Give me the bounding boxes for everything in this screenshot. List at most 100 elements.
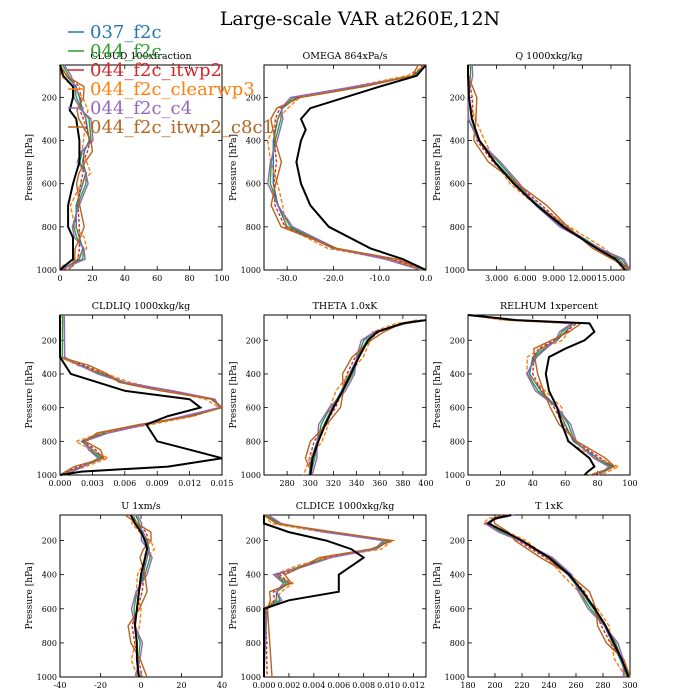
observation-line: [295, 64, 427, 271]
y-tick-label: 600: [450, 605, 465, 614]
x-tick-label: -10.0: [369, 274, 390, 283]
panel-title: THETA 1.0xK: [313, 301, 379, 312]
panel-frame: [263, 314, 427, 476]
series-line-044_f2c_c4: [63, 314, 221, 476]
x-tick-label: 180: [460, 681, 475, 690]
y-tick-label: 200: [450, 537, 465, 546]
panel-2: Q 1000xkg/kg Pressure [hPa] 200 400 600 800 10…: [433, 51, 631, 283]
y-tick-label: 400: [246, 137, 261, 146]
y-tick-label: 400: [246, 571, 261, 580]
x-tick-label: -20.0: [323, 274, 344, 283]
panel-title: CLDICE 1000xkg/kg: [296, 501, 395, 512]
panel-title: CLDLIQ 1000xkg/kg: [92, 301, 190, 312]
panel-3: CLDLIQ 1000xkg/kg Pressure [hPa] 200 400 600…: [25, 301, 233, 488]
panel-title: OMEGA 864xPa/s: [302, 51, 387, 62]
y-tick-label: 600: [450, 180, 465, 189]
panel-frame: [467, 514, 631, 678]
y-axis-label: Pressure [hPa]: [229, 134, 239, 201]
series-line-037_f2c: [467, 65, 629, 271]
x-tick-label: 100: [214, 274, 229, 283]
x-tick-label: 360: [372, 479, 387, 488]
panel-1: OMEGA 864xPa/s Pressure [hPa] 200 400 600 800…: [229, 51, 432, 283]
x-tick-label: 280: [595, 681, 610, 690]
y-tick-label: 200: [42, 537, 57, 546]
panel-0: CLOUD 100xfraction Pressure [hPa] 200 400 60…: [25, 51, 230, 283]
series-line-044_f2c_itwp2: [467, 314, 616, 476]
y-axis-label: Pressure [hPa]: [25, 134, 35, 201]
series-line-044_f2c_itwp2: [489, 514, 631, 678]
y-tick-label: 600: [42, 180, 57, 189]
y-tick-label: 400: [42, 137, 57, 146]
x-tick-label: 380: [395, 479, 410, 488]
x-tick-label: 400: [418, 479, 433, 488]
x-tick-label: 0.012: [178, 479, 201, 488]
series-line-044_f2c_itwp2_c8c1: [304, 319, 418, 476]
x-tick-label: 80: [185, 274, 195, 283]
y-tick-label: 1000: [241, 471, 261, 480]
x-tick-label: 0.003: [81, 479, 104, 488]
x-tick-label: -40: [54, 681, 67, 690]
y-tick-label: 200: [450, 336, 465, 345]
y-tick-label: 1000: [445, 471, 465, 480]
y-tick-label: 400: [42, 571, 57, 580]
x-tick-label: 0.009: [146, 479, 169, 488]
y-axis-label: Pressure [hPa]: [25, 361, 35, 428]
y-tick-label: 600: [246, 605, 261, 614]
panel-frame: [59, 314, 223, 476]
y-tick-label: 1000: [37, 673, 57, 682]
y-tick-label: 200: [42, 93, 57, 102]
y-tick-label: 200: [246, 537, 261, 546]
panel-4: THETA 1.0xK Pressure [hPa] 200 400 600 800 100…: [229, 301, 434, 488]
series-line-044_f2c_itwp2_c8c1: [270, 64, 427, 271]
x-tick-label: -30.0: [277, 274, 298, 283]
series-line-044_f2c_clearwp3: [130, 514, 156, 678]
y-tick-label: 600: [246, 404, 261, 413]
x-tick-label: 0.000: [253, 681, 276, 690]
x-tick-label: 220: [514, 681, 529, 690]
y-tick-label: 400: [246, 370, 261, 379]
x-tick-label: 12.000: [568, 274, 596, 283]
observation-line: [467, 314, 596, 476]
x-tick-label: 0.010: [377, 681, 400, 690]
x-tick-label: 280: [280, 479, 295, 488]
x-tick-label: 40: [120, 274, 130, 283]
series-line-037_f2c: [467, 314, 616, 476]
panel-title: Q 1000xkg/kg: [515, 51, 582, 62]
x-tick-label: 3.000: [485, 274, 508, 283]
y-tick-label: 800: [246, 639, 261, 648]
x-tick-label: 20: [87, 274, 97, 283]
x-tick-label: 6.000: [514, 274, 537, 283]
series-line-044_f2c_clearwp3: [59, 64, 92, 271]
y-axis-label: Pressure [hPa]: [433, 361, 443, 428]
series-line-044_f2c_clearwp3: [266, 64, 427, 271]
x-tick-label: 15.000: [597, 274, 625, 283]
y-tick-label: 600: [450, 404, 465, 413]
observation-line: [59, 315, 223, 476]
y-tick-label: 1000: [241, 673, 261, 682]
x-tick-label: 300: [303, 479, 318, 488]
legend-label: 044_f2c: [90, 41, 162, 62]
panel-title: CLOUD 100xfraction: [90, 51, 191, 62]
series-line-044_f2c_c4: [267, 64, 427, 271]
y-tick-label: 400: [42, 370, 57, 379]
panel-frame: [467, 314, 631, 476]
legend-label: 044_f2c_itwp2: [90, 60, 222, 81]
x-tick-label: 20: [176, 681, 186, 690]
panel-frame: [59, 64, 223, 271]
panel-title: U 1xm/s: [121, 501, 161, 512]
y-tick-label: 600: [42, 605, 57, 614]
x-tick-label: 300: [622, 681, 637, 690]
series-line-044_f2c_c4: [483, 514, 625, 678]
series-line-044_f2c_c4: [472, 314, 611, 476]
observation-line: [467, 65, 626, 271]
observation-line: [486, 514, 630, 678]
x-tick-label: 0.0: [420, 274, 433, 283]
x-tick-label: 0.008: [352, 681, 375, 690]
y-axis-label: Pressure [hPa]: [433, 134, 443, 201]
x-tick-label: 200: [487, 681, 502, 690]
y-tick-label: 200: [42, 336, 57, 345]
y-tick-label: 1000: [445, 266, 465, 275]
panel-frame: [263, 514, 427, 678]
